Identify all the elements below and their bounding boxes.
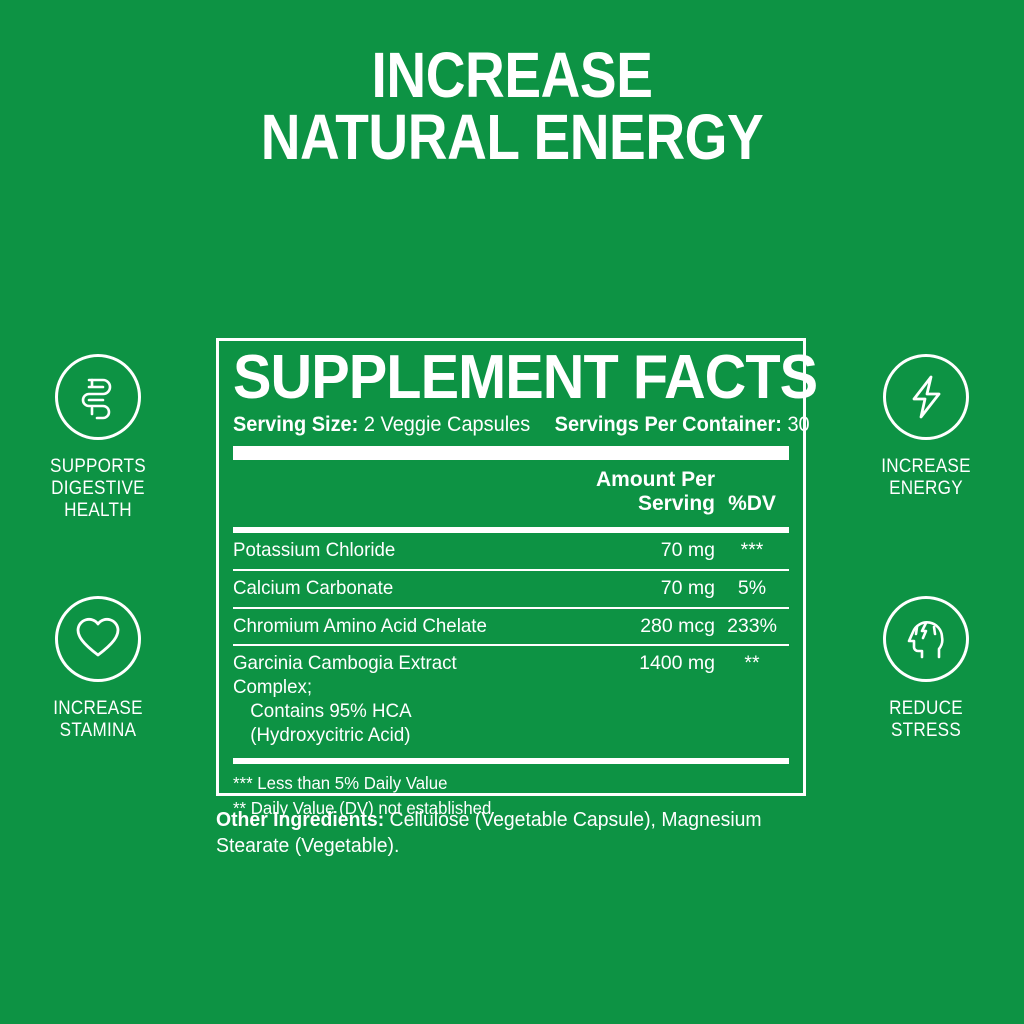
serving-size-value: 2 Veggie Capsules	[363, 413, 531, 436]
row-dv: ***	[740, 539, 764, 561]
feature-caption: INCREASE STAMINA	[17, 698, 179, 742]
serving-size-label: Serving Size:	[233, 413, 359, 436]
feature-caption: REDUCE STRESS	[845, 698, 1007, 742]
serving-info: Serving Size: 2 Veggie Capsules Servings…	[233, 413, 810, 437]
row-dv: **	[744, 652, 760, 675]
row-name: Potassium Chloride	[233, 539, 396, 561]
divider-medium	[233, 527, 789, 533]
headline-line-2: NATURAL ENERGY	[260, 101, 764, 174]
row-name-sub: Contains 95% HCA (Hydroxycitric Acid)	[250, 699, 411, 746]
row-name: Calcium Carbonate	[233, 576, 394, 599]
headline-line-1: INCREASE	[371, 39, 653, 111]
servings-per-container-label: Servings Per Container:	[554, 413, 782, 436]
table-row: Potassium Chloride 70 mg ***	[233, 533, 789, 569]
feature-supports-digestive-health: SUPPORTS DIGESTIVE HEALTH	[8, 354, 188, 522]
intestine-icon	[55, 354, 141, 440]
row-dv: 5%	[737, 576, 767, 599]
column-header-amount: Amount Per Serving	[595, 468, 715, 515]
row-dv: 233%	[727, 614, 777, 637]
table-row: Chromium Amino Acid Chelate 280 mcg 233%	[233, 609, 789, 645]
row-amount: 70 mg	[660, 576, 715, 599]
other-ingredients-label: Other Ingredients:	[216, 809, 385, 831]
other-ingredients-value: Cellulose (Vegetable Capsule), Magnesium…	[216, 809, 762, 857]
divider-footer	[233, 758, 789, 765]
column-header-dv: %DV	[728, 492, 776, 515]
footnote: *** Less than 5% Daily Value	[233, 773, 448, 794]
divider-thick	[233, 446, 789, 460]
other-ingredients: Other Ingredients: Cellulose (Vegetable …	[216, 808, 798, 859]
head-stress-icon	[883, 596, 969, 682]
divider-thin	[233, 606, 789, 609]
caption-line: SUPPORTS	[50, 456, 146, 477]
supplement-facts-panel: SUPPLEMENT FACTS Serving Size: 2 Veggie …	[216, 338, 818, 818]
footnotes: *** Less than 5% Daily Value ** Daily Va…	[233, 764, 789, 821]
caption-line: ENERGY	[889, 478, 963, 500]
servings-per-container-value: 30	[787, 413, 810, 436]
divider-thin	[233, 568, 789, 571]
caption-line: DIGESTIVE	[51, 478, 145, 500]
caption-line: STRESS	[890, 720, 962, 742]
row-name: Chromium Amino Acid Chelate	[233, 614, 487, 637]
row-amount: 1400 mg	[639, 652, 715, 675]
row-amount: 280 mcg	[640, 614, 715, 637]
caption-line: STAMINA	[59, 720, 137, 742]
table-column-headers: Amount Per Serving %DV	[233, 460, 789, 521]
row-name-main: Garcinia Cambogia Extract Complex;	[233, 652, 457, 699]
caption-line: HEALTH	[64, 500, 132, 522]
heart-icon	[55, 596, 141, 682]
row-amount: 70 mg	[660, 539, 715, 561]
supplement-facts-title: SUPPLEMENT FACTS	[233, 343, 818, 412]
table-row: Garcinia Cambogia Extract Complex; Conta…	[233, 646, 789, 753]
caption-line: INCREASE	[53, 698, 143, 719]
caption-line: REDUCE	[889, 698, 963, 719]
divider-thin	[233, 644, 789, 647]
caption-line: INCREASE	[881, 456, 971, 477]
table-row: Calcium Carbonate 70 mg 5%	[233, 571, 789, 607]
footnote: ** Daily Value (DV) not established	[233, 798, 492, 819]
row-name: Garcinia Cambogia Extract Complex; Conta…	[233, 652, 504, 747]
lightning-bolt-icon	[883, 354, 969, 440]
feature-increase-stamina: INCREASE STAMINA	[8, 596, 188, 742]
feature-caption: INCREASE ENERGY	[845, 456, 1007, 500]
feature-increase-energy: INCREASE ENERGY	[836, 354, 1016, 500]
page-title: INCREASE NATURAL ENERGY	[72, 43, 953, 174]
feature-reduce-stress: REDUCE STRESS	[836, 596, 1016, 742]
feature-caption: SUPPORTS DIGESTIVE HEALTH	[17, 456, 179, 522]
